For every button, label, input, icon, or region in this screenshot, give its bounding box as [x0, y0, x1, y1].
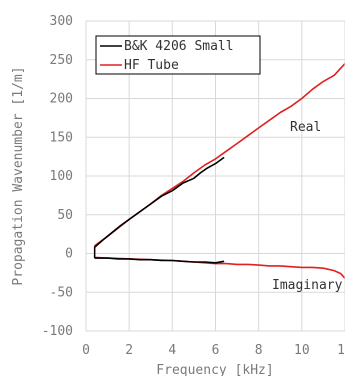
x-tick-label: 2	[125, 343, 133, 358]
y-tick-labels: -100 -50 0 50 100 150 200 250 300	[42, 14, 73, 339]
annotation-real: Real	[290, 120, 321, 135]
x-tick-label: 8	[255, 343, 263, 358]
x-tick-labels: 0 2 4 6 8 10 12	[82, 343, 345, 358]
annotation-imaginary: Imaginary	[272, 278, 343, 293]
y-tick-label: -50	[50, 285, 73, 300]
legend-label-hf: HF Tube	[124, 58, 179, 73]
x-tick-label: 10	[294, 343, 310, 358]
y-tick-label: 100	[50, 169, 73, 184]
y-tick-label: 200	[50, 92, 73, 107]
x-tick-label: 6	[212, 343, 220, 358]
y-axis-label: Propagation Wavenumber [1/m]	[11, 66, 26, 285]
series-line-bk-real	[94, 156, 225, 248]
series-line-hf-imag	[94, 256, 345, 279]
x-axis-label: Frequency [kHz]	[156, 363, 273, 376]
series-line-hf-real	[94, 63, 345, 247]
x-tick-label: 0	[82, 343, 90, 358]
y-tick-label: -100	[42, 324, 73, 339]
legend: B&K 4206 Small HF Tube	[95, 35, 261, 75]
series-line-bk-imag	[94, 257, 225, 264]
plot-frame	[85, 20, 345, 332]
y-tick-label: 150	[50, 130, 73, 145]
y-tick-label: 300	[50, 14, 73, 29]
y-tick-label: 0	[65, 247, 73, 262]
legend-label-bk: B&K 4206 Small	[124, 39, 234, 54]
legend-box	[95, 35, 261, 75]
x-tick-label: 4	[168, 343, 176, 358]
y-tick-label: 50	[57, 208, 73, 223]
series-lines	[93, 63, 345, 279]
x-tick-label: 12	[337, 343, 345, 358]
y-tick-label: 250	[50, 53, 73, 68]
